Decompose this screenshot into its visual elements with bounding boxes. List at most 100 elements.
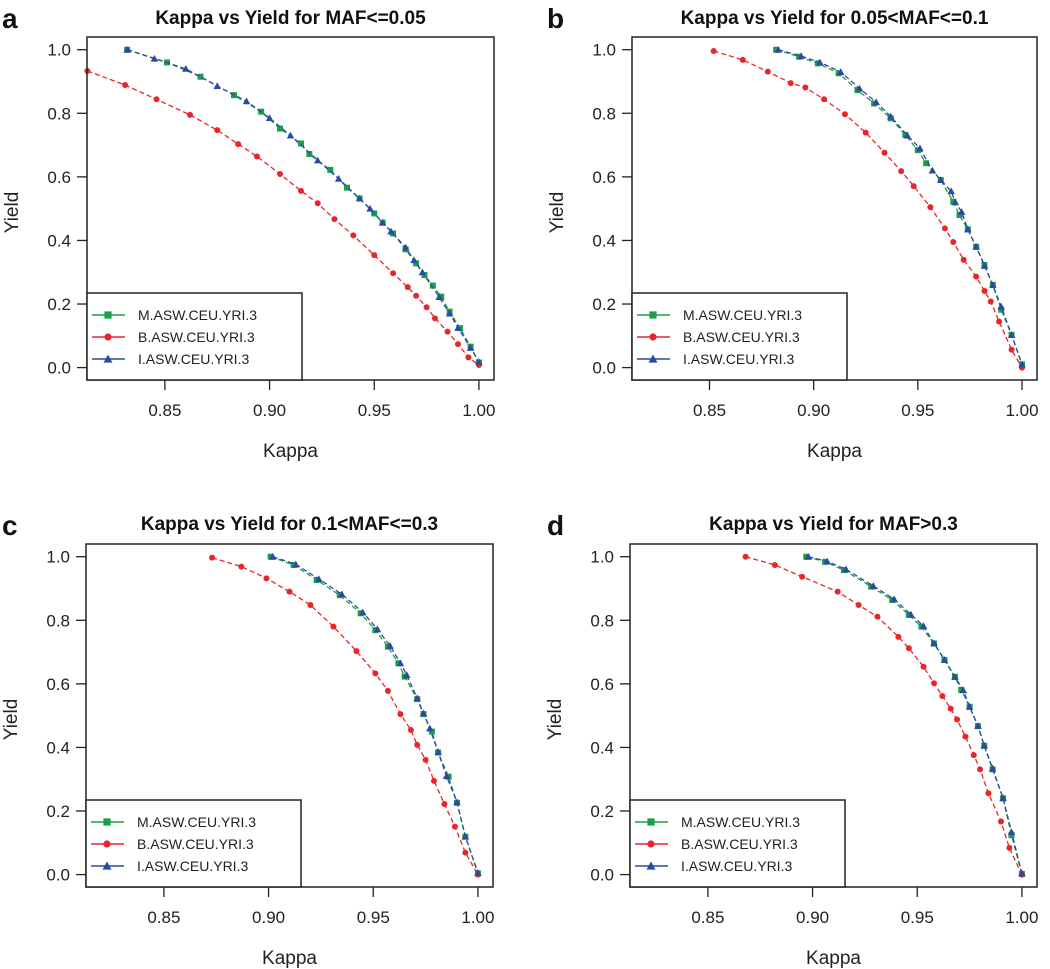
series-line-triangle <box>778 49 1023 365</box>
data-point-square <box>277 125 284 132</box>
legend-label: M.ASW.CEU.YRI.3 <box>138 307 257 323</box>
data-point-triangle <box>872 98 880 106</box>
data-point-triangle <box>426 724 434 732</box>
data-point-triangle <box>402 671 411 678</box>
legend-label: B.ASW.CEU.YRI.3 <box>681 836 798 852</box>
data-point-triangle <box>474 868 482 876</box>
data-point-triangle <box>434 748 442 755</box>
legend-triangle-icon <box>648 354 658 363</box>
data-point-square <box>413 260 420 267</box>
data-point-triangle <box>292 560 300 568</box>
data-point-triangle <box>907 610 915 618</box>
data-point-triangle <box>997 302 1005 310</box>
y-tick-label: 0.4 <box>592 231 616 250</box>
data-point-circle <box>214 127 221 134</box>
legend-item: M.ASW.CEU.YRI.3 <box>91 814 256 830</box>
legend-label: I.ASW.CEU.YRI.3 <box>681 858 792 874</box>
x-tick-label: 0.85 <box>691 908 724 927</box>
data-point-circle <box>927 204 934 211</box>
data-point-circle <box>771 561 778 568</box>
data-point-circle <box>431 315 438 322</box>
data-point-circle <box>941 225 948 232</box>
data-point-square <box>327 166 334 173</box>
data-point-triangle <box>445 309 454 317</box>
data-point-circle <box>954 716 961 723</box>
data-point-circle <box>973 273 980 280</box>
x-axis-label: Kappa <box>807 441 862 462</box>
data-point-circle <box>987 298 994 305</box>
data-point-triangle <box>887 112 895 120</box>
data-point-triangle <box>823 557 831 565</box>
series-line-circle <box>87 70 480 366</box>
legend-triangle-icon <box>646 861 656 870</box>
data-point-circle <box>314 200 321 207</box>
data-point-circle <box>153 96 160 103</box>
x-tick-label: 0.90 <box>796 908 829 927</box>
data-point-triangle <box>989 281 997 288</box>
data-point-circle <box>297 187 304 194</box>
data-point-triangle <box>418 268 427 276</box>
series-line-circle <box>745 556 1023 875</box>
panel-letter: b <box>547 3 564 34</box>
data-point-square <box>306 150 313 157</box>
data-point-circle <box>841 111 848 118</box>
chart-panel-d: d Kappa vs Yield for MAF>0.3 0.85 0.90 0.95 1… <box>545 510 1038 969</box>
legend-item: I.ASW.CEU.YRI.3 <box>637 351 794 367</box>
series-line-triangle <box>272 556 479 873</box>
legend-label: I.ASW.CEU.YRI.3 <box>683 351 794 367</box>
data-point-circle <box>742 553 749 560</box>
data-point-triangle <box>182 65 190 72</box>
x-axis-label: Kappa <box>263 441 318 462</box>
data-point-triangle <box>869 582 878 589</box>
legend-square-icon <box>103 818 111 826</box>
data-point-circle <box>350 232 357 239</box>
y-tick-label: 0.8 <box>47 104 71 123</box>
data-point-triangle <box>842 565 850 573</box>
y-tick-label: 0.0 <box>590 866 614 885</box>
data-point-circle <box>985 790 992 797</box>
data-point-triangle <box>401 243 410 251</box>
legend-label: B.ASW.CEU.YRI.3 <box>138 329 255 345</box>
data-point-square <box>803 553 810 560</box>
series-group <box>209 552 482 878</box>
legend-label: M.ASW.CEU.YRI.3 <box>683 307 802 323</box>
data-point-triangle <box>774 45 782 53</box>
data-point-circle <box>898 168 905 175</box>
chart-panel-c: c Kappa vs Yield for 0.1<MAF<=0.3 0.85 0.90… <box>1 510 494 969</box>
data-point-circle <box>263 575 270 582</box>
series-group <box>742 552 1026 878</box>
y-tick-label: 0.6 <box>590 675 614 694</box>
data-point-square <box>956 212 963 219</box>
y-tick-label: 0.2 <box>46 802 70 821</box>
data-point-circle <box>970 752 977 759</box>
data-point-triangle <box>964 225 972 233</box>
data-point-circle <box>920 663 927 670</box>
data-point-triangle <box>947 187 955 195</box>
data-point-triangle <box>797 52 805 60</box>
data-point-triangle <box>373 625 382 633</box>
data-point-triangle <box>359 608 367 616</box>
x-tick-label: 0.85 <box>693 401 726 420</box>
legend-label: M.ASW.CEU.YRI.3 <box>137 814 256 830</box>
data-point-triangle <box>213 82 221 89</box>
data-point-square <box>267 553 274 560</box>
data-point-triangle <box>855 84 864 92</box>
data-point-circle <box>950 239 957 246</box>
data-point-square <box>998 306 1005 313</box>
chart-title: Kappa vs Yield for MAF>0.3 <box>709 514 958 535</box>
x-tick-label: 0.90 <box>252 908 285 927</box>
data-point-circle <box>881 149 888 156</box>
data-point-circle <box>802 84 809 91</box>
data-point-circle <box>834 588 841 595</box>
x-tick-label: 1.00 <box>462 401 495 420</box>
x-tick-label: 0.95 <box>901 908 934 927</box>
data-point-circle <box>977 766 984 773</box>
legend-item: M.ASW.CEU.YRI.3 <box>635 814 800 830</box>
legend-item: B.ASW.CEU.YRI.3 <box>635 836 798 852</box>
data-point-triangle <box>980 741 988 749</box>
y-tick-label: 0.2 <box>592 295 616 314</box>
data-point-circle <box>1008 346 1015 353</box>
data-point-circle <box>414 741 421 748</box>
panel-letter: d <box>547 510 564 541</box>
legend-item: B.ASW.CEU.YRI.3 <box>637 329 800 345</box>
